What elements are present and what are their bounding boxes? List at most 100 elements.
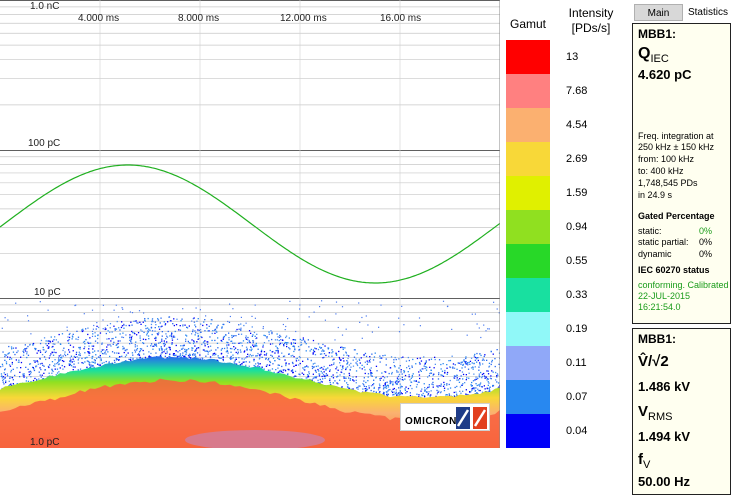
pd-dot <box>393 387 395 390</box>
pd-dot <box>313 351 316 353</box>
pd-dot <box>28 371 30 373</box>
pd-dot <box>160 317 162 319</box>
pd-dot <box>78 357 80 359</box>
pd-dot <box>5 354 7 356</box>
pd-dot <box>122 308 124 310</box>
pd-dot <box>313 350 315 352</box>
pd-dot <box>174 354 176 357</box>
pd-dot <box>466 393 468 396</box>
pd-dot <box>446 305 449 308</box>
pd-dot <box>200 323 202 325</box>
gamut-title: Gamut <box>510 17 547 31</box>
pd-dot <box>9 356 11 359</box>
pd-dot <box>477 393 479 395</box>
pd-dot <box>240 316 242 318</box>
iec-line3: 16:21:54.0 <box>638 302 681 312</box>
pd-dot <box>144 357 147 360</box>
pd-dot <box>116 320 118 323</box>
pd-dot <box>398 367 400 369</box>
pd-dot <box>121 325 124 327</box>
pd-dot <box>270 330 272 332</box>
pd-dot <box>73 355 75 358</box>
pd-dot <box>462 364 464 366</box>
pd-dot <box>385 385 388 387</box>
pd-dot <box>223 335 226 338</box>
pd-dot <box>105 332 107 335</box>
pd-dot <box>110 345 112 347</box>
static-partial-label: static partial: <box>638 237 689 247</box>
pd-dot <box>235 363 238 365</box>
pd-dot <box>22 373 24 375</box>
pd-dot <box>379 379 381 381</box>
tab-statistics[interactable]: Statistics <box>687 7 728 18</box>
pd-dot <box>163 345 166 347</box>
pd-dot <box>428 359 430 361</box>
pd-dot <box>471 313 473 315</box>
pd-dot <box>202 358 204 360</box>
pd-dot <box>204 350 206 352</box>
pd-dot <box>16 383 18 385</box>
pd-dot <box>476 357 478 359</box>
pd-dot <box>301 339 303 341</box>
pd-dot <box>95 354 97 356</box>
pd-dot <box>321 366 323 369</box>
pd-dot <box>37 350 39 352</box>
pd-dot <box>488 389 491 391</box>
pd-dot <box>255 337 257 340</box>
pd-dot <box>487 328 489 330</box>
tab-main[interactable]: Main <box>634 4 683 21</box>
pd-dot <box>71 335 74 337</box>
pd-dot <box>285 336 287 339</box>
pd-dot <box>283 355 286 357</box>
pd-dot <box>388 372 390 375</box>
pd-dot <box>106 349 108 351</box>
pd-dot <box>299 338 301 341</box>
pd-dot <box>197 347 200 349</box>
pd-dot <box>380 357 382 359</box>
pd-dot <box>367 373 370 375</box>
pd-dot <box>161 331 163 333</box>
pd-dot <box>349 369 351 371</box>
prpd-plot[interactable]: 1.0 nC 100 pC 10 pC 1.0 pC 4.000 ms 8.00… <box>0 0 501 450</box>
pd-dot <box>418 371 420 373</box>
pd-dot <box>11 377 14 379</box>
pd-dot <box>171 333 173 335</box>
pd-dot <box>88 363 90 365</box>
pd-dot <box>118 359 120 361</box>
pd-dot <box>77 336 80 338</box>
pd-dot <box>399 383 401 385</box>
pd-dot <box>234 342 236 344</box>
pd-dot <box>380 377 382 379</box>
pd-dot <box>91 309 94 311</box>
pd-dot <box>320 370 322 373</box>
pd-dot <box>370 385 373 387</box>
pd-dot <box>77 369 79 371</box>
pd-dot <box>165 333 167 335</box>
pd-dot <box>370 389 372 392</box>
pd-dot <box>150 343 153 345</box>
pd-dot <box>52 345 54 348</box>
pd-dot <box>322 357 324 359</box>
pd-dot <box>267 359 269 361</box>
pd-dot <box>111 331 113 333</box>
pd-dot <box>430 394 432 396</box>
pd-dot <box>114 329 116 331</box>
pd-dot <box>344 380 346 382</box>
pd-dot <box>370 373 372 375</box>
pd-dot <box>6 356 9 358</box>
pd-dot <box>477 388 479 390</box>
pd-dot <box>205 355 207 357</box>
pd-dot <box>75 353 77 355</box>
pd-dot <box>347 361 349 363</box>
pd-dot <box>491 361 493 363</box>
pd-dot <box>325 354 327 357</box>
pd-dot <box>245 361 247 363</box>
pd-dot <box>419 325 421 327</box>
pd-dot <box>171 337 173 339</box>
pd-dot <box>437 386 439 388</box>
pd-dot <box>182 344 185 347</box>
pd-dot <box>129 339 131 341</box>
pd-dot <box>314 354 317 356</box>
pd-dot <box>79 346 81 349</box>
pd-dot <box>173 336 175 338</box>
